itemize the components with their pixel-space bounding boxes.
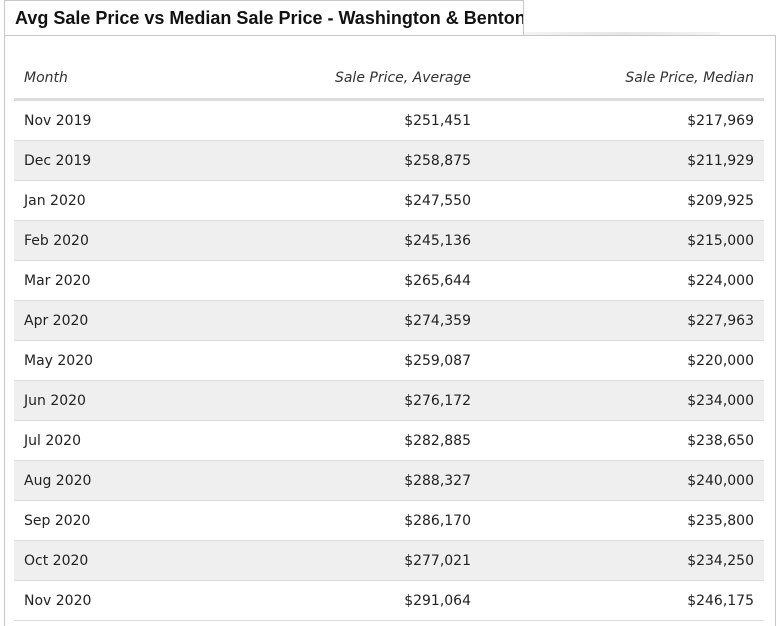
- cell-sale-price-average: $259,087: [214, 340, 481, 381]
- header-month[interactable]: Month: [14, 57, 214, 101]
- cell-sale-price-median: $220,000: [481, 340, 764, 381]
- cell-sale-price-median: $227,963: [481, 300, 764, 341]
- cell-sale-price-median: $224,000: [481, 260, 764, 301]
- cell-sale-price-median: $234,000: [481, 380, 764, 421]
- cell-sale-price-average: $288,327: [214, 460, 481, 501]
- cell-month: Jun 2020: [14, 380, 214, 421]
- cell-sale-price-average: $265,644: [214, 260, 481, 301]
- cell-sale-price-median: $246,175: [481, 580, 764, 621]
- table-row: Mar 2020 $265,644 $224,000: [14, 260, 764, 301]
- cell-month: Jul 2020: [14, 420, 214, 461]
- table-row: Nov 2019 $251,451 $217,969: [14, 99, 764, 141]
- title-shadow: [524, 32, 720, 36]
- table-row: Jan 2020 $247,550 $209,925: [14, 180, 764, 221]
- cell-month: Nov 2019: [14, 99, 214, 141]
- cell-sale-price-median: $215,000: [481, 220, 764, 261]
- cell-month: Oct 2020: [14, 540, 214, 581]
- cell-month: Sep 2020: [14, 500, 214, 541]
- cell-month: Jan 2020: [14, 180, 214, 221]
- cell-sale-price-median: $235,800: [481, 500, 764, 541]
- cell-sale-price-average: $291,064: [214, 580, 481, 621]
- header-sale-price-average[interactable]: Sale Price, Average: [214, 57, 481, 101]
- cell-month: Dec 2019: [14, 140, 214, 181]
- cell-sale-price-average: $276,172: [214, 380, 481, 421]
- table-row: Dec 2019 $258,875 $211,929: [14, 140, 764, 181]
- cell-sale-price-median: $240,000: [481, 460, 764, 501]
- cell-sale-price-median: $217,969: [481, 99, 764, 141]
- cell-sale-price-average: $245,136: [214, 220, 481, 261]
- cell-sale-price-average: $258,875: [214, 140, 481, 181]
- cell-sale-price-average: $274,359: [214, 300, 481, 341]
- table-body: Nov 2019 $251,451 $217,969 Dec 2019 $258,875…: [14, 99, 764, 621]
- header-sale-price-median[interactable]: Sale Price, Median: [481, 57, 764, 101]
- cell-sale-price-median: $234,250: [481, 540, 764, 581]
- table-row: Nov 2020 $291,064 $246,175: [14, 580, 764, 621]
- cell-sale-price-median: $211,929: [481, 140, 764, 181]
- cell-month: Feb 2020: [14, 220, 214, 261]
- cell-sale-price-median: $238,650: [481, 420, 764, 461]
- table-row: Aug 2020 $288,327 $240,000: [14, 460, 764, 501]
- cell-month: May 2020: [14, 340, 214, 381]
- cell-month: Apr 2020: [14, 300, 214, 341]
- table-row: Sep 2020 $286,170 $235,800: [14, 500, 764, 541]
- table-row: May 2020 $259,087 $220,000: [14, 340, 764, 381]
- data-table: Month Sale Price, Average Sale Price, Me…: [14, 57, 764, 621]
- table-row: Jul 2020 $282,885 $238,650: [14, 420, 764, 461]
- table-row: Apr 2020 $274,359 $227,963: [14, 300, 764, 341]
- cell-sale-price-average: $251,451: [214, 99, 481, 141]
- cell-sale-price-average: $286,170: [214, 500, 481, 541]
- header-row: Month Sale Price, Average Sale Price, Me…: [14, 57, 764, 101]
- cell-sale-price-median: $209,925: [481, 180, 764, 221]
- table-row: Feb 2020 $245,136 $215,000: [14, 220, 764, 261]
- chart-title-tab: Avg Sale Price vs Median Sale Price - Wa…: [4, 0, 524, 36]
- cell-sale-price-average: $277,021: [214, 540, 481, 581]
- cell-month: Nov 2020: [14, 580, 214, 621]
- cell-sale-price-average: $247,550: [214, 180, 481, 221]
- cell-month: Aug 2020: [14, 460, 214, 501]
- table-row: Jun 2020 $276,172 $234,000: [14, 380, 764, 421]
- cell-sale-price-average: $282,885: [214, 420, 481, 461]
- chart-title: Avg Sale Price vs Median Sale Price - Wa…: [15, 8, 524, 28]
- cell-month: Mar 2020: [14, 260, 214, 301]
- table-row: Oct 2020 $277,021 $234,250: [14, 540, 764, 581]
